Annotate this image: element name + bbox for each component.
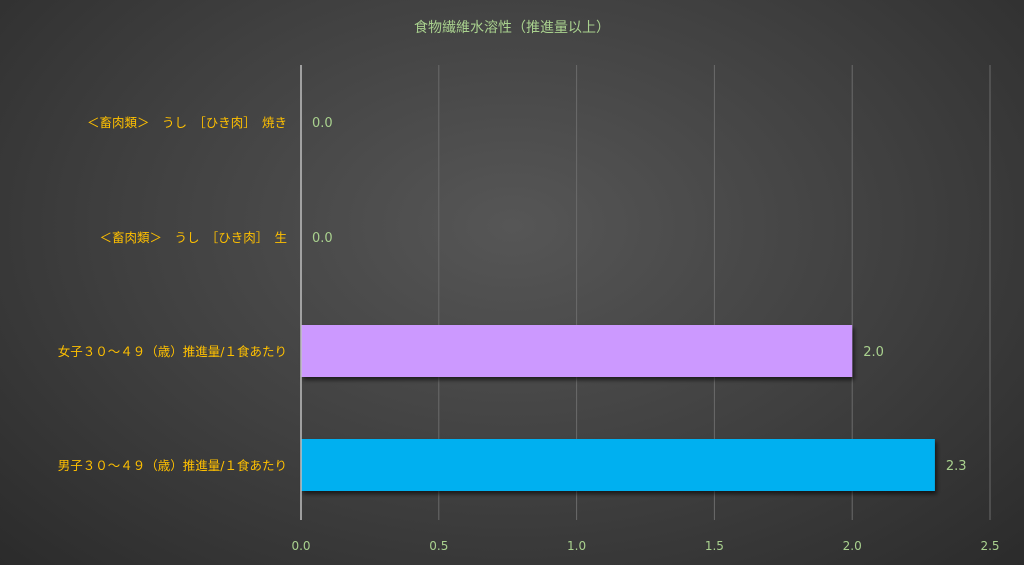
bar — [301, 439, 935, 491]
data-label: 2.3 — [946, 459, 967, 474]
x-axis-tick-labels: 0.0 0.5 1.0 1.5 2.0 2.5 — [291, 539, 999, 553]
category-label: ＜畜肉類＞ うし ［ひき肉］ 生 — [99, 230, 287, 245]
x-tick-label: 0.5 — [429, 539, 448, 553]
x-tick-label: 2.0 — [843, 539, 862, 553]
chart-title: 食物繊維水溶性（推進量以上） — [414, 19, 610, 36]
category-label: ＜畜肉類＞ うし ［ひき肉］ 焼き — [87, 115, 287, 130]
bar — [301, 325, 853, 377]
x-tick-label: 2.5 — [980, 539, 999, 553]
value-labels: 0.0 0.0 2.0 2.3 — [312, 116, 967, 474]
data-label: 2.0 — [863, 345, 884, 360]
x-tick-label: 0.0 — [291, 539, 310, 553]
category-label: 男子３０～４９（歳）推進量/１食あたり — [58, 458, 287, 473]
x-tick-label: 1.0 — [567, 539, 586, 553]
category-labels: ＜畜肉類＞ うし ［ひき肉］ 焼き ＜畜肉類＞ うし ［ひき肉］ 生女子３０～４９… — [58, 115, 287, 473]
data-label: 0.0 — [312, 231, 333, 246]
category-label: 女子３０～４９（歳）推進量/１食あたり — [58, 344, 287, 359]
data-label: 0.0 — [312, 116, 333, 131]
x-tick-label: 1.5 — [705, 539, 724, 553]
bars — [301, 325, 935, 491]
